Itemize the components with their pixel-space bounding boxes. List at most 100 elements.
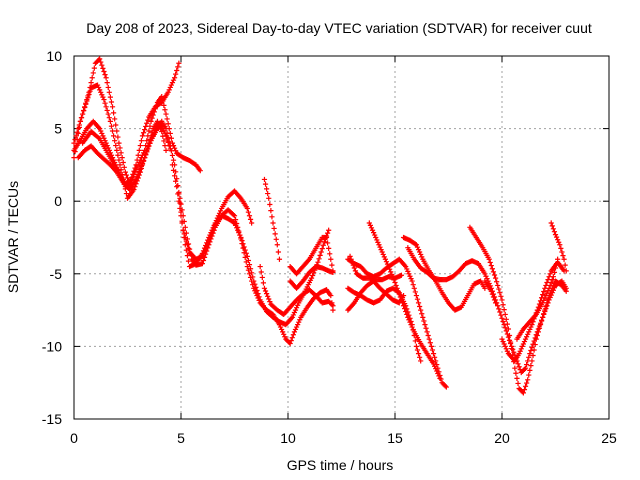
data-point [249,220,255,226]
data-point [557,242,563,248]
data-point [88,80,94,86]
data-point [369,227,376,233]
data-point [98,59,104,65]
data-point [101,96,107,103]
data-point [541,288,547,295]
data-point [142,126,148,133]
data-point [246,213,253,219]
data-point [99,92,105,98]
data-point [177,205,183,212]
data-point [138,163,145,169]
series-track-d [79,123,173,190]
data-point [282,334,288,340]
data-point [84,98,90,104]
data-point [199,261,205,267]
data-point [105,111,111,117]
data-point [392,279,398,286]
data-point [146,143,152,149]
data-point [109,104,116,110]
data-point [499,297,505,303]
data-point [351,265,357,271]
x-tick-label: 0 [70,430,78,446]
data-point [412,338,418,344]
data-point [497,309,503,315]
data-point [536,325,543,331]
data-point [290,332,296,338]
data-point [506,332,513,339]
data-point [150,112,156,118]
data-point [169,80,176,86]
data-point [208,233,214,239]
data-point [118,150,124,156]
data-point [483,273,489,279]
data-point [413,343,419,349]
series-track-p [366,220,443,381]
data-point [267,201,273,208]
data-point [99,130,105,137]
data-point [82,104,88,111]
data-point [541,311,547,317]
data-point [113,142,119,149]
data-point [324,230,331,236]
data-point [291,309,298,316]
data-point [403,308,409,315]
data-point [110,133,117,139]
data-point [259,274,265,281]
data-point [171,145,178,151]
data-point [417,354,423,360]
data-point [376,242,382,248]
data-point [542,307,548,313]
data-point [258,269,264,275]
data-point [525,331,531,337]
data-point [211,224,217,230]
data-point [430,361,437,367]
data-point [137,166,143,172]
data-point [403,263,409,270]
data-point [145,146,151,152]
data-point [387,266,393,272]
data-point [543,303,549,310]
data-point [522,383,529,389]
data-point [529,358,535,364]
data-point [527,326,533,333]
data-point [200,257,207,264]
data-point [99,62,105,68]
data-point [507,339,514,345]
data-point [115,152,121,158]
data-point [417,249,423,255]
data-point [552,231,559,238]
data-point [169,140,176,146]
data-point [431,354,438,360]
data-point [436,373,442,379]
data-point [407,273,413,279]
data-point [206,239,212,245]
data-point [245,209,252,215]
data-point [326,245,332,251]
data-point [107,94,113,100]
data-point [563,268,569,274]
data-point [163,147,169,153]
data-point [498,312,504,318]
data-point [210,227,216,233]
data-point [395,288,401,294]
data-point [209,230,215,236]
data-point [261,285,268,291]
data-point [231,220,238,226]
data-point [528,363,534,369]
data-point [291,329,298,335]
series-track-i [261,176,283,262]
data-point [159,94,165,100]
data-point [106,89,112,95]
data-point [382,256,388,262]
data-point [135,171,141,177]
data-point [151,109,157,115]
data-point [257,263,263,270]
series-track-a [71,56,182,187]
data-point [329,262,335,268]
data-point [264,186,270,192]
data-point [490,294,497,300]
data-point [488,288,494,294]
data-point [494,279,500,285]
data-point [368,225,375,231]
data-point [326,227,332,233]
